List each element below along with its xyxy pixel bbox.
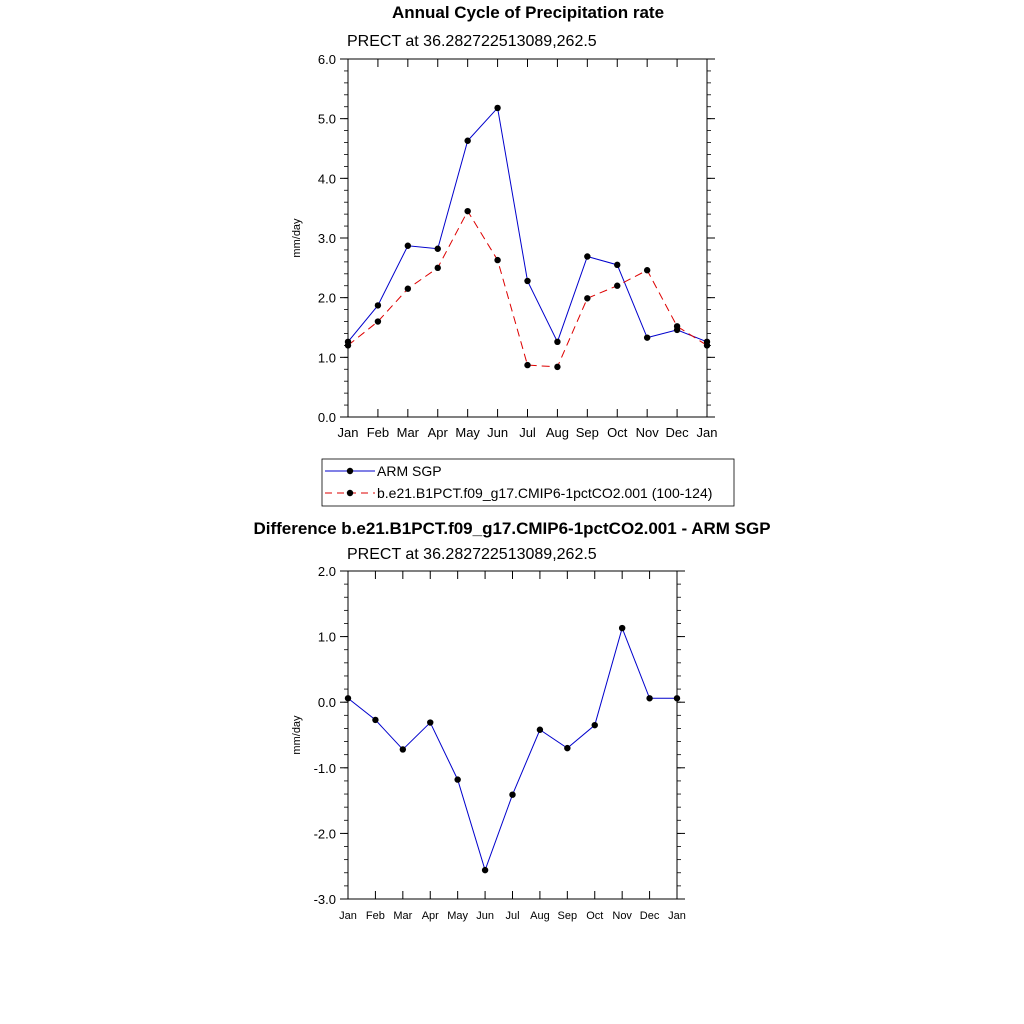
chart2-title: Difference b.e21.B1PCT.f09_g17.CMIP6-1pc… <box>253 519 770 538</box>
chart1-x-tick-label: Oct <box>607 425 628 440</box>
chart1-x-tick-label: Jul <box>519 425 536 440</box>
chart2-x-tick-label: May <box>447 910 468 922</box>
chart1-series-0-point <box>524 277 531 285</box>
chart1-series-1-point <box>374 318 382 325</box>
chart2-series-0-point <box>618 624 626 632</box>
chart1-x-tick-label: Sep <box>576 425 599 440</box>
chart1-y-tick-label: 1.0 <box>318 350 336 365</box>
annual-cycle-chart: Annual Cycle of Precipitation rate PRECT… <box>291 3 717 440</box>
chart1-series-1-point <box>643 267 651 274</box>
chart1-x-tick-label: Jun <box>487 425 508 440</box>
chart2-x-tick-label: Jul <box>505 910 519 922</box>
legend-box <box>321 458 735 507</box>
chart1-y-tick-label: 5.0 <box>318 112 336 127</box>
chart1-series-0-point <box>584 253 591 260</box>
chart2-series-0-point <box>536 726 544 733</box>
legend-label-model: b.e21.B1PCT.f09_g17.CMIP6-1pctCO2.001 (1… <box>377 485 712 501</box>
legend: ARM SGP b.e21.B1PCT.f09_g17.CMIP6-1pctCO… <box>321 458 735 507</box>
chart1-series-1-point <box>464 207 471 215</box>
chart1-series-0-point <box>643 334 651 341</box>
chart1-x-tick-label: Jan <box>338 425 359 440</box>
chart2-series <box>344 624 681 874</box>
chart1-series <box>344 104 711 371</box>
chart1-series-0-point <box>464 137 471 144</box>
chart2-x-tick-label: Jun <box>476 910 494 922</box>
chart1-title: Annual Cycle of Precipitation rate <box>392 3 664 22</box>
chart1-x-tick-label: May <box>455 425 480 440</box>
chart1-series-0-line <box>347 106 708 344</box>
chart1-series-1-point <box>614 282 621 289</box>
difference-chart: Difference b.e21.B1PCT.f09_g17.CMIP6-1pc… <box>253 519 770 922</box>
chart2-x-tick-label: Dec <box>640 910 660 922</box>
chart1-y-tick-label: 4.0 <box>318 171 336 186</box>
chart1-series-0-point <box>614 261 621 269</box>
chart1-subtitle: PRECT at 36.282722513089,262.5 <box>347 33 597 50</box>
legend-marker-arm-sgp <box>346 467 354 475</box>
chart2-y-tick-label: 2.0 <box>318 564 336 579</box>
chart2-x-tick-label: Sep <box>558 910 578 922</box>
chart1-x-tick-label: Dec <box>666 425 690 440</box>
chart2-axes: Jan Feb Mar Apr May Jun Jul Aug Sep Oct Nov Dec Jan-… <box>314 564 686 922</box>
chart2-y-tick-label: -1.0 <box>314 761 336 776</box>
chart1-series-1-point <box>673 323 681 330</box>
chart1-y-tick-label: 2.0 <box>318 291 336 306</box>
chart2-x-tick-label: Feb <box>366 910 385 922</box>
chart2-series-0-point <box>372 716 379 724</box>
chart2-series-0-point <box>481 866 489 874</box>
chart1-series-1-point <box>703 342 711 349</box>
chart1-x-tick-label: Jan <box>697 425 718 440</box>
chart1-y-tick-label: 0.0 <box>318 410 336 425</box>
legend-marker-model <box>346 489 354 497</box>
chart2-y-axis-label: mm/day <box>291 715 303 755</box>
chart2-series-0-point <box>509 791 516 798</box>
chart1-series-1-line <box>347 210 708 368</box>
chart2-y-tick-label: -3.0 <box>314 892 336 907</box>
chart2-x-tick-label: Nov <box>612 910 632 922</box>
chart1-series-1-point <box>494 256 501 264</box>
chart1-y-tick-label: 3.0 <box>318 231 336 246</box>
chart2-series-0-point <box>646 695 653 702</box>
chart2-subtitle: PRECT at 36.282722513089,262.5 <box>347 546 597 563</box>
chart1-series-1-point <box>524 361 531 369</box>
chart2-y-tick-label: 1.0 <box>318 630 336 645</box>
chart1-x-tick-label: Mar <box>397 425 420 440</box>
chart2-series-0-point <box>673 695 681 702</box>
chart2-series-0-point <box>427 719 434 726</box>
legend-label-arm-sgp: ARM SGP <box>377 463 442 479</box>
chart1-series-1-point <box>584 295 591 302</box>
chart2-series-0-point <box>399 746 407 753</box>
chart2-plot-frame <box>347 570 678 900</box>
chart2-x-tick-label: Aug <box>530 910 550 922</box>
chart2-series-0-point <box>591 721 598 729</box>
chart1-axes: Jan Feb Mar Apr May Jun Jul Aug Sep Oct Nov Dec Jan0… <box>318 52 718 440</box>
chart1-series-1-point <box>434 264 441 272</box>
chart2-x-tick-label: Apr <box>422 910 439 922</box>
chart1-x-tick-label: Feb <box>367 425 389 440</box>
chart2-series-0-point <box>454 776 461 783</box>
chart1-x-tick-label: Aug <box>546 425 569 440</box>
chart1-series-0-point <box>404 242 412 249</box>
chart2-series-0-point <box>344 695 352 702</box>
chart2-y-tick-label: 0.0 <box>318 695 336 710</box>
chart1-series-0-point <box>494 104 501 112</box>
chart1-x-tick-label: Nov <box>636 425 660 440</box>
chart1-series-1-point <box>554 363 561 371</box>
chart1-y-tick-label: 6.0 <box>318 52 336 67</box>
chart1-series-0-point <box>434 245 441 252</box>
chart1-y-axis-label: mm/day <box>291 218 303 258</box>
chart1-series-0-point <box>374 302 382 309</box>
chart2-series-0-point <box>564 744 571 752</box>
chart1-series-0-point <box>554 338 561 346</box>
chart1-series-1-point <box>344 342 352 349</box>
chart1-series-1-point <box>404 285 412 292</box>
chart2-x-tick-label: Jan <box>339 910 357 922</box>
chart2-x-tick-label: Jan <box>668 910 686 922</box>
chart2-y-tick-label: -2.0 <box>314 826 336 841</box>
chart2-series-0-line <box>347 626 677 872</box>
chart2-x-tick-label: Oct <box>586 910 603 922</box>
chart2-x-tick-label: Mar <box>393 910 412 922</box>
chart1-x-tick-label: Apr <box>428 425 449 440</box>
